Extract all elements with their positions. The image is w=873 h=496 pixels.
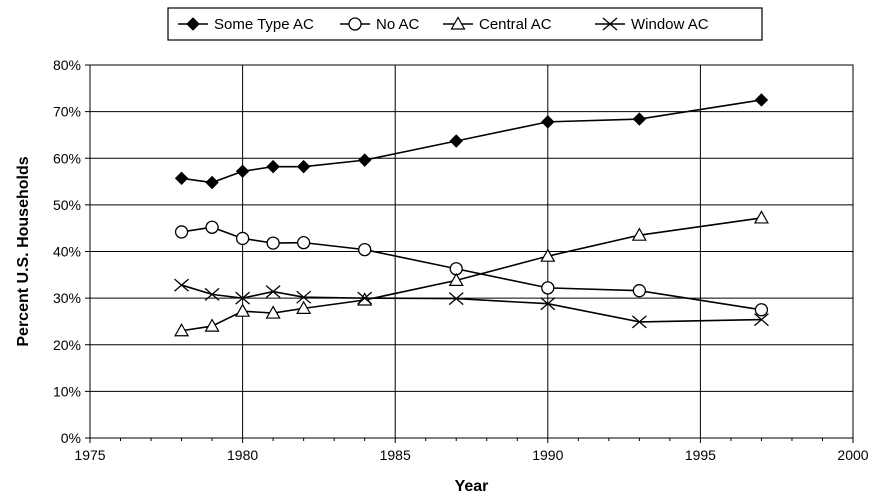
legend-label: Some Type AC	[214, 16, 314, 33]
y-tick-label: 0%	[61, 430, 81, 446]
data-point-no-ac	[205, 220, 219, 234]
data-point-central-ac	[357, 292, 373, 306]
y-tick-label: 60%	[53, 150, 81, 166]
data-point-no-ac	[632, 284, 647, 298]
legend-marker	[450, 16, 466, 30]
series-line-central-ac	[181, 217, 762, 332]
data-point-window-ac	[540, 297, 556, 311]
series-line-some-type-ac	[181, 99, 762, 184]
y-tick-label: 40%	[53, 244, 81, 260]
series-layer	[174, 93, 769, 337]
legend-entry-some-type-ac: Some Type AC	[178, 16, 314, 33]
data-point-some-type-ac	[266, 159, 280, 174]
x-axis-title: Year	[455, 478, 489, 495]
legend-marker	[186, 17, 200, 31]
data-point-central-ac	[174, 323, 190, 337]
x-tick-label: 2000	[837, 447, 868, 463]
data-point-central-ac	[235, 303, 251, 317]
data-point-window-ac	[631, 315, 647, 329]
data-point-no-ac	[235, 231, 250, 246]
data-point-some-type-ac	[357, 153, 372, 167]
y-tick-label: 20%	[53, 337, 81, 353]
data-point-some-type-ac	[296, 159, 311, 174]
data-point-central-ac	[540, 248, 556, 262]
data-point-some-type-ac	[174, 171, 189, 186]
data-point-window-ac	[357, 291, 373, 305]
x-tick-label: 1990	[532, 447, 563, 463]
y-tick-label: 70%	[53, 104, 81, 120]
data-point-central-ac	[296, 300, 312, 314]
y-axis-title: Percent U.S. Households	[15, 156, 32, 346]
data-point-central-ac	[753, 210, 769, 224]
data-point-no-ac	[174, 225, 189, 239]
data-point-central-ac	[204, 318, 220, 332]
series-line-window-ac	[181, 284, 762, 323]
data-point-some-type-ac	[632, 112, 647, 126]
legend-label: Window AC	[631, 16, 709, 33]
y-tick-label: 80%	[53, 57, 81, 73]
data-point-some-type-ac	[449, 134, 463, 148]
data-point-window-ac	[296, 290, 312, 304]
data-point-window-ac	[235, 291, 251, 305]
legend-marker	[348, 17, 362, 31]
data-point-window-ac	[174, 278, 189, 292]
data-point-no-ac	[266, 236, 280, 250]
x-tick-label: 1975	[74, 447, 105, 463]
legend-entry-central-ac: Central AC	[443, 16, 552, 33]
data-point-some-type-ac	[235, 164, 250, 179]
data-point-central-ac	[265, 305, 281, 319]
legend: Some Type AC No AC Central AC Window AC	[178, 16, 709, 33]
legend-marker	[602, 17, 618, 31]
data-point-no-ac	[754, 303, 769, 317]
data-point-central-ac	[631, 227, 647, 241]
y-tick-label: 50%	[53, 197, 81, 213]
data-point-some-type-ac	[541, 115, 555, 129]
x-tick-label: 1995	[685, 447, 716, 463]
y-tick-label: 30%	[53, 290, 81, 306]
data-point-some-type-ac	[754, 93, 769, 107]
legend-entry-window-ac: Window AC	[595, 16, 709, 33]
data-point-window-ac	[448, 292, 464, 306]
x-tick-label: 1980	[227, 447, 258, 463]
data-point-central-ac	[448, 272, 464, 287]
data-point-no-ac	[358, 242, 372, 257]
legend-label: No AC	[376, 16, 420, 33]
y-tick-label: 10%	[53, 383, 81, 399]
legend-entry-no-ac: No AC	[340, 16, 420, 33]
data-point-some-type-ac	[205, 175, 219, 190]
data-point-no-ac	[541, 281, 555, 295]
x-tick-label: 1985	[380, 447, 411, 463]
data-point-window-ac	[204, 287, 220, 301]
data-point-no-ac	[296, 235, 311, 250]
data-point-window-ac	[265, 285, 281, 299]
legend-label: Central AC	[479, 16, 552, 33]
data-point-window-ac	[754, 313, 769, 327]
series-line-no-ac	[181, 226, 762, 311]
axes: 0% 10% 20% 30% 40% 50% 60% 70% 80% 1975 1980 1985 19…	[53, 57, 869, 463]
